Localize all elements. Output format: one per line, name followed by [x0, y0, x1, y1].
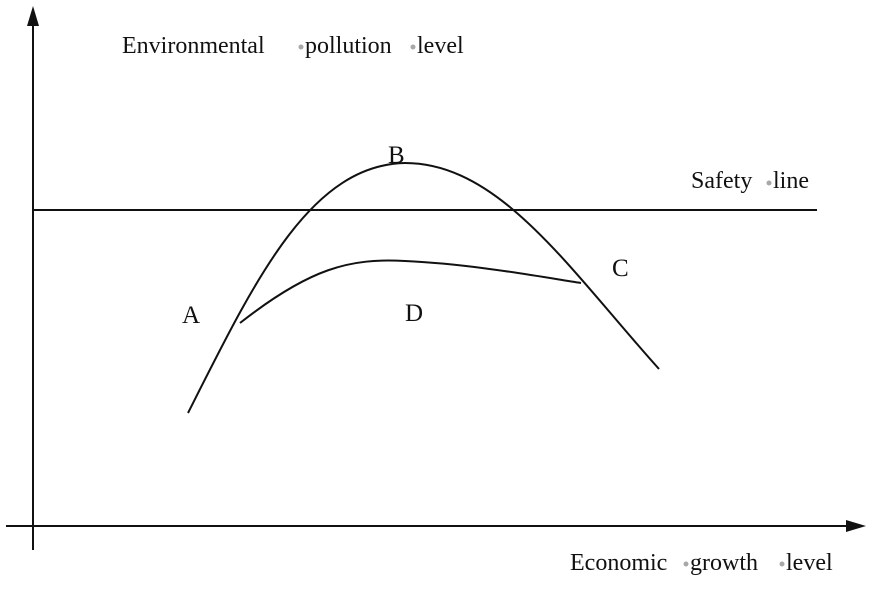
y-axis-label-word: Environmental — [122, 33, 265, 59]
x-axis-label-word: Economic — [570, 550, 667, 576]
point-label-c: C — [612, 255, 629, 282]
safety-line-label-word: Safety — [691, 168, 752, 194]
y-axis-label-part: level — [417, 33, 464, 59]
point-label-b: B — [388, 142, 405, 169]
y-axis-label-part: pollution — [305, 33, 392, 59]
x-axis-arrowhead — [846, 520, 866, 532]
x-axis-label-word: growth — [690, 550, 758, 576]
y-axis-label-word: pollution — [305, 33, 392, 59]
safety-line-label: Safety — [691, 168, 752, 194]
y-axis-arrowhead — [27, 6, 39, 26]
word-separator-dot — [683, 561, 689, 567]
y-axis-label-word: level — [417, 33, 464, 59]
word-separator-dot — [779, 561, 785, 567]
x-axis-label-word: level — [786, 550, 833, 576]
word-separator-dot — [410, 44, 416, 50]
x-axis-label-part: growth — [690, 550, 758, 576]
x-axis-label: Economic — [570, 550, 667, 576]
lower-curve — [239, 259, 582, 324]
point-label-d: D — [405, 300, 423, 327]
safety-line-label-word: line — [773, 168, 809, 194]
x-axis-label-part: level — [786, 550, 833, 576]
point-label-a: A — [182, 302, 200, 329]
word-separator-dot — [298, 44, 304, 50]
y-axis-label: Environmental — [122, 33, 265, 59]
safety-line-label-part: line — [773, 168, 809, 194]
word-separator-dot — [766, 180, 772, 186]
upper-curve — [187, 161, 660, 414]
